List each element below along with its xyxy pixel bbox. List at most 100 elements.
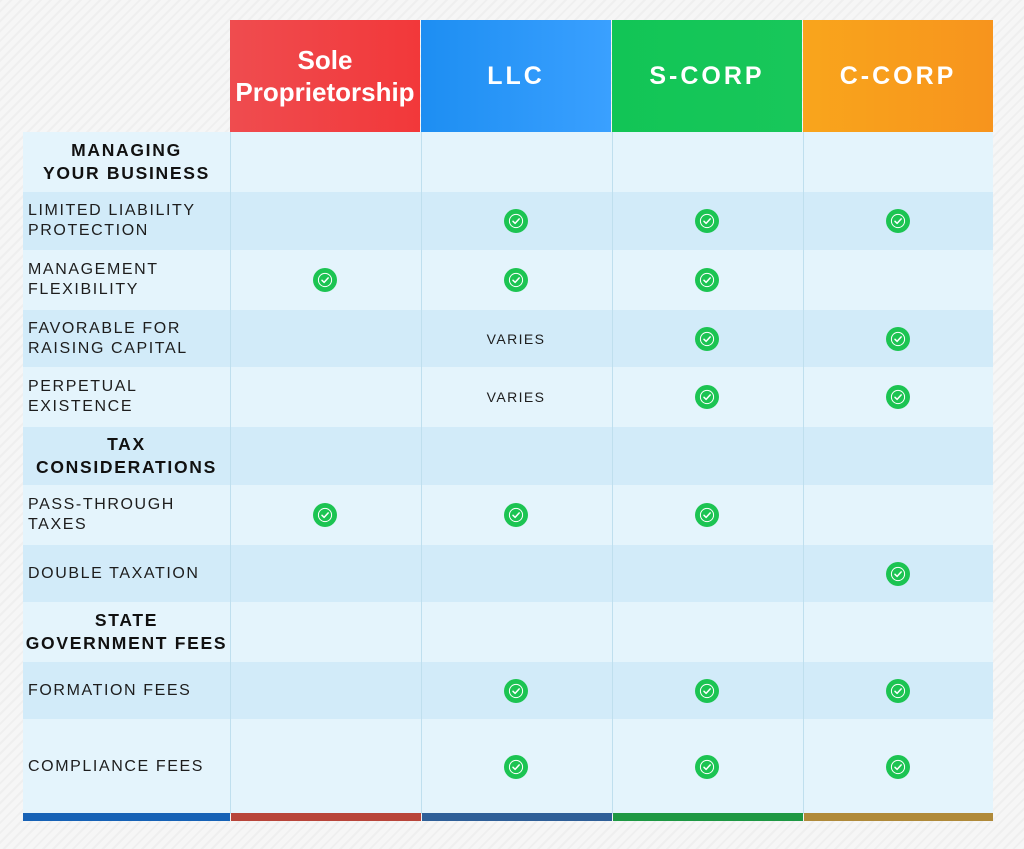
row-label: DOUBLE TAXATION	[23, 545, 235, 602]
table-cell	[803, 192, 993, 250]
table-cell: VARIES	[421, 310, 611, 367]
table-cell	[612, 250, 802, 310]
comparison-table: MANAGING YOUR BUSINESS LIMITED LIABILITY PR…	[23, 132, 993, 814]
table-row: FAVORABLE FOR RAISING CAPITAL VARIES	[23, 310, 993, 367]
column-divider	[421, 132, 422, 814]
column-divider	[803, 132, 804, 814]
table-cell	[230, 485, 420, 545]
table-cell	[421, 545, 611, 602]
table-cell	[230, 310, 420, 367]
table-cell	[612, 192, 802, 250]
row-label: PASS-THROUGH TAXES	[23, 485, 235, 545]
table-cell	[421, 662, 611, 719]
label-line: LIMITED LIABILITY	[28, 202, 196, 219]
table-cell	[230, 662, 420, 719]
label-line: FLEXIBILITY	[28, 281, 139, 298]
table-row: PERPETUAL EXISTENCE VARIES	[23, 367, 993, 427]
checkmark-icon	[504, 268, 528, 292]
checkmark-icon	[695, 209, 719, 233]
checkmark-icon	[504, 209, 528, 233]
sole-title-line-2: Proprietorship	[235, 77, 415, 107]
label-line: MANAGING	[71, 140, 182, 160]
label-line: FAVORABLE FOR	[28, 319, 181, 337]
column-divider	[612, 132, 613, 814]
checkmark-icon	[695, 503, 719, 527]
table-cell	[421, 719, 611, 814]
table-cell	[803, 545, 993, 602]
table-row: FORMATION FEES	[23, 662, 993, 719]
table-cell	[612, 485, 802, 545]
section-heading: TAX CONSIDERATIONS	[23, 427, 230, 485]
table-row: PASS-THROUGH TAXES	[23, 485, 993, 545]
column-header-s-corp: S-CORP	[612, 20, 802, 132]
section-heading: MANAGING YOUR BUSINESS	[23, 132, 230, 192]
label-line: PERPETUAL	[28, 378, 138, 395]
column-divider	[230, 132, 231, 814]
checkmark-icon	[695, 754, 719, 779]
table-cell	[803, 719, 993, 814]
table-cell	[612, 719, 802, 814]
table-cell	[803, 310, 993, 367]
checkmark-icon	[504, 503, 528, 527]
section-row: STATE GOVERNMENT FEES	[23, 602, 993, 662]
table-cell	[803, 662, 993, 719]
label-line: YOUR BUSINESS	[43, 163, 210, 183]
table-cell	[421, 485, 611, 545]
label-line: FORMATION FEES	[28, 681, 192, 699]
section-heading: STATE GOVERNMENT FEES	[23, 602, 230, 662]
row-label: COMPLIANCE FEES	[23, 719, 235, 814]
table-row: DOUBLE TAXATION	[23, 545, 993, 602]
label-line: EXISTENCE	[28, 398, 134, 415]
label-line: GOVERNMENT FEES	[25, 633, 228, 653]
table-cell	[421, 192, 611, 250]
label-line: CONSIDERATIONS	[36, 457, 217, 477]
checkmark-icon	[886, 209, 910, 233]
checkmark-icon	[504, 754, 528, 779]
table-cell	[230, 367, 420, 427]
checkmark-icon	[886, 385, 910, 409]
checkmark-icon	[695, 268, 719, 292]
row-label: MANAGEMENT FLEXIBILITY	[23, 250, 235, 310]
table-cell	[230, 545, 420, 602]
sole-proprietorship-title: Sole Proprietorship	[235, 44, 414, 108]
row-label: PERPETUAL EXISTENCE	[23, 367, 235, 427]
bottom-bar-c-corp	[804, 813, 993, 821]
column-header-llc: LLC	[421, 20, 611, 132]
table-cell	[230, 250, 420, 310]
checkmark-icon	[504, 678, 528, 703]
row-label: FORMATION FEES	[23, 662, 235, 719]
row-label: LIMITED LIABILITY PROTECTION	[23, 192, 235, 250]
table-cell: VARIES	[421, 367, 611, 427]
checkmark-icon	[695, 385, 719, 409]
checkmark-icon	[886, 561, 910, 586]
table-cell	[803, 250, 993, 310]
row-label: FAVORABLE FOR RAISING CAPITAL	[23, 310, 235, 367]
label-line: MANAGEMENT	[28, 261, 159, 278]
cell-text: VARIES	[486, 330, 546, 347]
cell-text: VARIES	[486, 389, 546, 405]
table-cell	[612, 662, 802, 719]
table-cell	[612, 310, 802, 367]
label-line: STATE	[94, 610, 159, 630]
sole-title-line-1: Sole	[297, 45, 353, 75]
table-cell	[803, 367, 993, 427]
label-line: DOUBLE TAXATION	[28, 564, 200, 582]
section-row: TAX CONSIDERATIONS	[23, 427, 993, 485]
label-line: TAXES	[28, 516, 88, 533]
column-header-sole-proprietorship: Sole Proprietorship	[230, 20, 420, 132]
checkmark-icon	[886, 326, 910, 351]
section-row: MANAGING YOUR BUSINESS	[23, 132, 993, 192]
table-row: COMPLIANCE FEES	[23, 719, 993, 814]
table-row: LIMITED LIABILITY PROTECTION	[23, 192, 993, 250]
checkmark-icon	[313, 268, 337, 292]
bottom-bar-label-column	[23, 813, 230, 821]
table-cell	[230, 719, 420, 814]
table-cell	[803, 485, 993, 545]
table-cell	[421, 250, 611, 310]
table-cell	[612, 367, 802, 427]
bottom-bar-s-corp	[613, 813, 803, 821]
checkmark-icon	[313, 503, 337, 527]
checkmark-icon	[695, 326, 719, 351]
table-row: MANAGEMENT FLEXIBILITY	[23, 250, 993, 310]
bottom-bar-llc	[422, 813, 612, 821]
